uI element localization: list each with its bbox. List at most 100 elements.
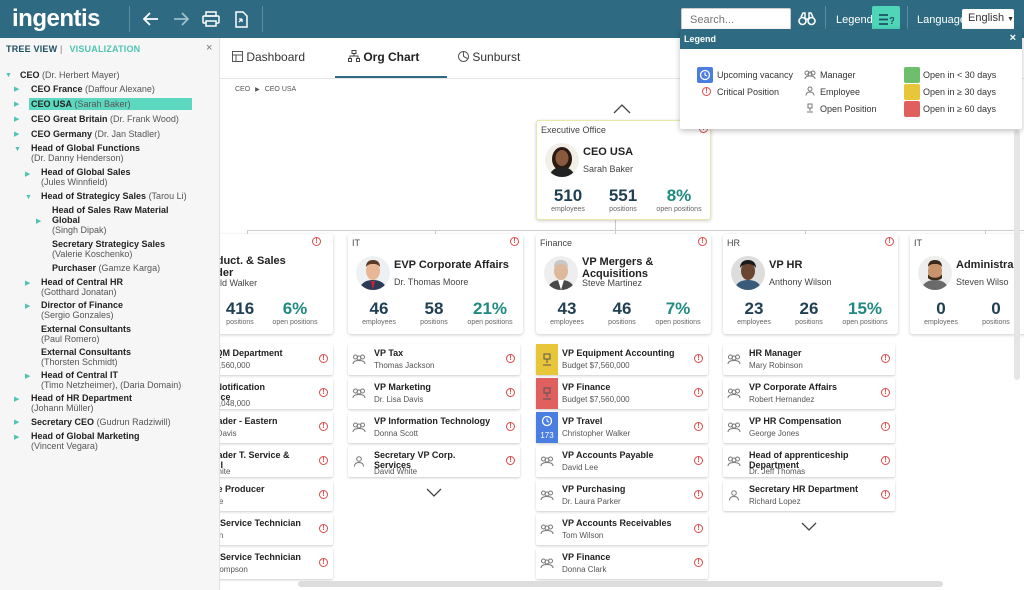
divider	[825, 6, 826, 32]
tab-dashboard-label: Dashboard	[246, 50, 306, 64]
org-card[interactable]: IT ! EVP Corporate Affairs Dr. Thomas Mo…	[348, 234, 523, 334]
row-subtitle: Donna Clark	[562, 565, 607, 574]
tree-item[interactable]: CEO France (Daffour Alexane)	[31, 84, 155, 94]
org-card[interactable]: HR ! VP HR Anthony Wilson 23 employees 2…	[723, 234, 898, 334]
language-select[interactable]: English ▼	[962, 9, 1014, 30]
tree-item[interactable]: CEO Great Britain (Dr. Frank Wood)	[31, 114, 179, 124]
tree-item[interactable]: Head of Sales Raw Material Global (Singh D…	[52, 205, 169, 235]
critical-alert-icon: !	[694, 456, 703, 465]
tree-item[interactable]: Head of HR Department (Johann Müller)	[31, 393, 133, 413]
expand-icon[interactable]: ▼	[14, 146, 21, 153]
row-subtitle: White	[220, 467, 231, 476]
forward-arrow-icon[interactable]	[171, 9, 191, 29]
position-row[interactable]: al Service Technician een!	[220, 514, 333, 545]
stat-positions: 58	[424, 299, 444, 318]
horizontal-scrollbar[interactable]	[298, 581, 943, 587]
close-icon[interactable]: ×	[1009, 32, 1016, 44]
position-row[interactable]: VP Purchasing Dr. Laura Parker!	[536, 480, 708, 511]
tree-item[interactable]: Director of Finance (Sergio Gonzales)	[41, 300, 124, 320]
close-icon[interactable]: ×	[206, 42, 213, 54]
position-row[interactable]: 173 VP Travel Christopher Walker!	[536, 412, 708, 443]
expand-icon[interactable]: ▼	[25, 194, 32, 201]
expand-icon[interactable]: ▶	[25, 280, 31, 287]
export-icon[interactable]	[231, 9, 251, 29]
expand-icon[interactable]: ▶	[14, 434, 20, 441]
expand-icon[interactable]: ▶	[14, 419, 20, 426]
org-card[interactable]: ! oduct. & Salesader nald Walker 416 pos…	[220, 234, 333, 334]
critical-alert-icon: !	[694, 388, 703, 397]
tree-item[interactable]: Head of Global Functions (Dr. Danny Hende…	[31, 143, 141, 163]
position-row[interactable]: VP Finance Donna Clark!	[536, 548, 708, 579]
tree-item[interactable]: Head of Central HR (Gotthard Jonatan)	[41, 277, 124, 297]
tab-sunburst[interactable]: Sunburst	[458, 50, 520, 64]
tab-dashboard[interactable]: Dashboard	[232, 50, 305, 64]
expand-icon[interactable]: ▶	[14, 86, 20, 93]
stat-label: positions	[795, 319, 823, 326]
tree-item[interactable]: Purchaser (Gamze Karga)	[52, 263, 161, 273]
tab-tree-view[interactable]: TREE VIEW	[6, 44, 58, 54]
manager-icon	[540, 456, 554, 467]
position-row[interactable]: Secretary VP Corp. Services David White!	[348, 446, 520, 477]
tree-item-selected[interactable]: CEO USA (Sarah Baker)	[29, 98, 192, 110]
tab-visualization[interactable]: VISUALIZATION	[69, 44, 141, 54]
expand-icon[interactable]: ▶	[36, 218, 42, 225]
position-row[interactable]: VP Equipment Accounting Budget $7,560,000…	[536, 344, 708, 375]
tree-item[interactable]: Secretary Strategicy Sales (Valerie Kosch…	[52, 239, 166, 259]
tree-item[interactable]: CEO Germany (Dr. Jan Stadler)	[31, 129, 161, 139]
expand-icon[interactable]: ▶	[14, 101, 20, 108]
position-row[interactable]: VP Marketing Dr. Lisa Davis!	[348, 378, 520, 409]
tree-item[interactable]: CEO (Dr. Herbert Mayer)	[20, 70, 120, 80]
expand-icon[interactable]: ▶	[14, 131, 20, 138]
tab-org-chart[interactable]: Org Chart	[348, 50, 419, 64]
critical-alert-icon: !	[702, 87, 711, 96]
critical-alert-icon: !	[881, 456, 890, 465]
position-row[interactable]: leader - Eastern n Davis!	[220, 412, 333, 443]
expand-icon[interactable]: ▶	[14, 396, 20, 403]
position-row[interactable]: f QM Department $7,560,000!	[220, 344, 333, 375]
expand-icon[interactable]: ▶	[25, 171, 31, 178]
expand-icon[interactable]: ▶	[14, 116, 20, 123]
tree-item[interactable]: Head of Global Sales (Jules Winnfield)	[41, 167, 131, 187]
position-row[interactable]: al Service Technician Thompson!	[220, 548, 333, 579]
position-row[interactable]: VP Finance Budget $7,560,000!	[536, 378, 708, 409]
chevron-down-icon[interactable]	[426, 484, 442, 502]
position-row[interactable]: leader T. Service &n. IWhite!	[220, 446, 333, 477]
expand-icon[interactable]: ▶	[25, 303, 31, 310]
chevron-up-icon[interactable]	[613, 101, 631, 119]
search-input[interactable]	[681, 8, 791, 31]
print-icon[interactable]	[201, 9, 221, 29]
position-row[interactable]: Secretary HR Department Richard Lopez!	[723, 480, 895, 511]
position-row[interactable]: HR Manager Mary Robinson!	[723, 344, 895, 375]
position-row[interactable]: ive Producer Lee!	[220, 480, 333, 511]
stat-employees: 43	[557, 299, 577, 318]
position-row[interactable]: VP Accounts Payable David Lee!	[536, 446, 708, 477]
row-title: VP Accounts Payable	[562, 450, 654, 460]
legend-toggle-button[interactable]: ?	[872, 6, 900, 33]
org-card[interactable]: Finance ! VP Mergers & Acquisitions Steve…	[536, 234, 711, 334]
position-row[interactable]: VP Tax Thomas Jackson!	[348, 344, 520, 375]
breadcrumb-item[interactable]: CEO USA	[264, 86, 297, 93]
position-row[interactable]: VP Corporate Affairs Robert Hernandez!	[723, 378, 895, 409]
tree-item[interactable]: Head of Global Marketing (Vincent Vegara)	[31, 431, 140, 451]
breadcrumb-item[interactable]: CEO	[235, 86, 251, 93]
expand-icon[interactable]: ▶	[25, 373, 31, 380]
position-row[interactable]: f Notificationance$6,048,000!	[220, 378, 333, 409]
tree-item[interactable]: External Consultants (Paul Romero)	[41, 324, 132, 344]
person-name: Dr. Thomas Moore	[394, 277, 469, 287]
tree-item[interactable]: Secretary CEO (Gudrun Radziwill)	[31, 417, 171, 427]
tree-item[interactable]: External Consultants (Thorsten Schmidt)	[41, 347, 132, 367]
position-row[interactable]: VP Information Technology Donna Scott!	[348, 412, 520, 443]
org-card-ceo-usa[interactable]: Executive Office ! CEO USA Sarah Baker 5…	[536, 120, 711, 220]
org-card[interactable]: IT Administra Steven Wilso 0 employees 0…	[910, 234, 1024, 334]
binoculars-icon[interactable]	[797, 9, 817, 29]
tree-item[interactable]: Head of Central IT (Timo Netzheimer), (Da…	[41, 370, 182, 390]
tree-item[interactable]: Head of Strategicy Sales (Tarou Li)	[41, 191, 187, 201]
chevron-down-icon[interactable]	[801, 518, 817, 536]
back-arrow-icon[interactable]	[141, 9, 161, 29]
position-row[interactable]: VP Accounts Receivables Tom Wilson!	[536, 514, 708, 545]
expand-icon[interactable]: ▼	[5, 72, 12, 79]
position-row[interactable]: VP HR Compensation George Jones!	[723, 412, 895, 443]
legend-title: Legend	[684, 34, 717, 44]
vertical-scrollbar[interactable]	[1014, 130, 1020, 380]
position-row[interactable]: Head of apprenticeship Department Dr. Jeff…	[723, 446, 895, 477]
